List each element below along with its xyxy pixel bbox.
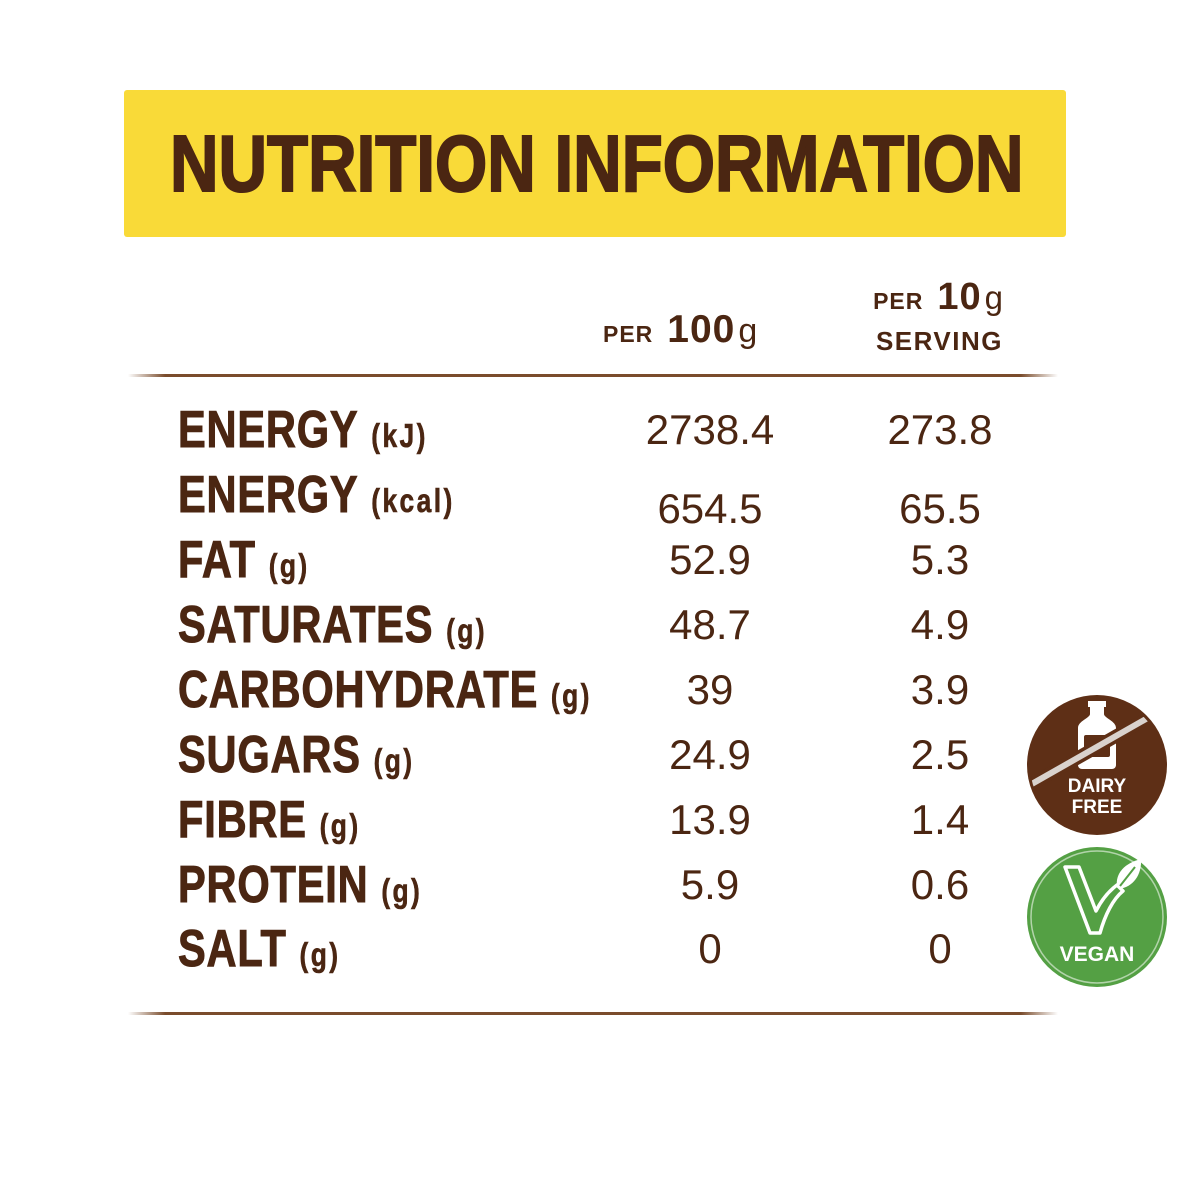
page-title: NUTRITION INFORMATION bbox=[169, 118, 1024, 209]
nutrient-unit: (g) bbox=[299, 936, 341, 974]
value-per-serving: 2.5 bbox=[910, 731, 970, 778]
divider-bottom bbox=[128, 1012, 1058, 1015]
nutrient-label: FIBRE (g) bbox=[178, 788, 361, 852]
value-per-serving: 273.8 bbox=[887, 406, 993, 453]
nutrient-label: CARBOHYDRATE (g) bbox=[178, 658, 592, 722]
nutrient-name: SUGARS bbox=[178, 726, 361, 785]
nutrient-name: FIBRE bbox=[178, 791, 307, 850]
nutrient-unit: (g) bbox=[446, 612, 487, 650]
nutrient-unit: (g) bbox=[373, 742, 415, 780]
nutrient-name: SATURATES bbox=[178, 596, 434, 655]
nutrient-row-protein: PROTEIN (g) 5.9 0.6 bbox=[0, 853, 1187, 917]
value-per-serving: 0 bbox=[928, 925, 952, 972]
nutrient-label: FAT (g) bbox=[178, 528, 310, 592]
value-per-100g: 5.9 bbox=[680, 861, 740, 908]
value-per-serving: 65.5 bbox=[899, 485, 981, 532]
nutrient-label: SUGARS (g) bbox=[178, 723, 415, 787]
value-per-serving: 5.3 bbox=[910, 536, 970, 583]
value-per-serving: 3.9 bbox=[910, 666, 970, 713]
divider-top bbox=[128, 374, 1058, 377]
nutrient-label: ENERGY (kJ) bbox=[178, 398, 428, 462]
nutrient-row-carbohydrate: CARBOHYDRATE (g) 39 3.9 bbox=[0, 658, 1187, 722]
value-per-100g: 52.9 bbox=[669, 536, 751, 583]
nutrient-row-saturates: SATURATES (g) 48.7 4.9 bbox=[0, 593, 1187, 657]
column-header-amount: 100 bbox=[667, 308, 736, 351]
nutrient-name: CARBOHYDRATE bbox=[178, 661, 539, 720]
value-per-serving: 1.4 bbox=[910, 796, 970, 843]
value-per-100g: 24.9 bbox=[669, 731, 751, 778]
nutrient-unit: (g) bbox=[268, 547, 310, 585]
nutrient-unit: (g) bbox=[381, 872, 423, 910]
nutrient-unit: (kJ) bbox=[371, 417, 428, 455]
milk-bottle-crossed-icon bbox=[1030, 701, 1164, 795]
nutrient-name: SALT bbox=[178, 920, 287, 979]
vegan-badge-circle bbox=[1027, 847, 1167, 987]
dairy-free-badge: DAIRY FREE bbox=[1027, 695, 1167, 835]
nutrient-name: FAT bbox=[178, 531, 256, 590]
nutrient-label: PROTEIN (g) bbox=[178, 853, 422, 917]
nutrient-label: SALT (g) bbox=[178, 917, 340, 981]
dairy-free-line-2: FREE bbox=[1072, 797, 1123, 818]
nutrient-name: ENERGY bbox=[178, 466, 359, 525]
value-per-100g: 13.9 bbox=[669, 796, 751, 843]
nutrient-label: ENERGY (kcal) bbox=[178, 463, 455, 527]
nutrient-row-fibre: FIBRE (g) 13.9 1.4 bbox=[0, 788, 1187, 852]
dairy-free-line-1: DAIRY bbox=[1068, 776, 1127, 797]
nutrient-unit: (g) bbox=[550, 677, 592, 715]
nutrient-row-sugars: SUGARS (g) 24.9 2.5 bbox=[0, 723, 1187, 787]
vegan-v-leaf-icon bbox=[1063, 859, 1142, 935]
nutrient-row-salt: SALT (g) 0 0 bbox=[0, 917, 1187, 981]
vegan-badge: VEGAN bbox=[1027, 847, 1167, 987]
value-per-serving: 0.6 bbox=[910, 861, 970, 908]
value-per-100g: 2738.4 bbox=[645, 406, 775, 453]
nutrient-row-energy-kj: ENERGY (kJ) 2738.4 273.8 bbox=[0, 398, 1187, 462]
column-header-serving-label: SERVING bbox=[875, 326, 1003, 356]
column-header-unit: g bbox=[984, 279, 1003, 316]
nutrient-unit: (kcal) bbox=[371, 482, 455, 520]
nutrient-label: SATURATES (g) bbox=[178, 593, 487, 657]
column-header-per-serving: PER 10g bbox=[873, 278, 1003, 316]
nutrient-row-energy-kcal: ENERGY (kcal) 654.5 65.5 bbox=[0, 463, 1187, 533]
value-per-100g: 48.7 bbox=[669, 601, 751, 648]
vegan-label: VEGAN bbox=[1060, 943, 1135, 966]
value-per-100g: 39 bbox=[686, 666, 734, 713]
value-per-100g: 654.5 bbox=[657, 485, 763, 532]
column-header-per-100g: PER 100g bbox=[603, 310, 757, 349]
value-per-serving: 4.9 bbox=[910, 601, 970, 648]
nutrient-name: PROTEIN bbox=[178, 856, 369, 915]
nutrient-row-fat: FAT (g) 52.9 5.3 bbox=[0, 528, 1187, 592]
value-per-100g: 0 bbox=[698, 925, 722, 972]
nutrient-unit: (g) bbox=[319, 807, 361, 845]
title-banner: NUTRITION INFORMATION bbox=[124, 90, 1066, 237]
column-header-unit: g bbox=[738, 312, 758, 350]
column-header-amount: 10 bbox=[937, 276, 982, 318]
column-header-prefix: PER bbox=[873, 288, 924, 314]
nutrient-name: ENERGY bbox=[178, 401, 359, 460]
column-header-prefix: PER bbox=[603, 321, 654, 347]
